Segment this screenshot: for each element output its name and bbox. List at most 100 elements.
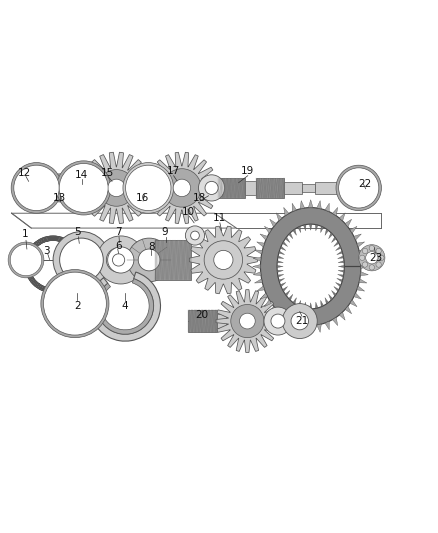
Circle shape: [60, 183, 69, 192]
Polygon shape: [345, 219, 352, 227]
Circle shape: [90, 286, 101, 297]
Polygon shape: [338, 270, 344, 272]
Circle shape: [291, 312, 308, 330]
Circle shape: [95, 172, 104, 181]
Polygon shape: [359, 279, 367, 283]
Polygon shape: [257, 242, 265, 247]
Circle shape: [369, 265, 374, 270]
Polygon shape: [309, 224, 312, 230]
Circle shape: [18, 252, 34, 268]
Circle shape: [38, 200, 46, 209]
Polygon shape: [325, 229, 328, 236]
Polygon shape: [325, 203, 329, 212]
Polygon shape: [216, 289, 279, 352]
Circle shape: [205, 181, 218, 195]
Polygon shape: [317, 200, 321, 209]
Circle shape: [138, 166, 147, 175]
Circle shape: [231, 304, 264, 338]
Circle shape: [106, 248, 131, 272]
Wedge shape: [97, 279, 153, 334]
Polygon shape: [315, 224, 318, 231]
Polygon shape: [146, 152, 218, 223]
Polygon shape: [283, 241, 288, 246]
Polygon shape: [284, 207, 289, 216]
Circle shape: [159, 194, 167, 203]
Circle shape: [98, 183, 107, 192]
Circle shape: [271, 314, 285, 328]
Bar: [285, 182, 302, 194]
Polygon shape: [260, 234, 268, 240]
Polygon shape: [354, 234, 361, 240]
Polygon shape: [280, 282, 286, 287]
Circle shape: [136, 176, 160, 200]
Circle shape: [8, 242, 44, 278]
Circle shape: [14, 165, 59, 211]
Polygon shape: [277, 265, 283, 268]
Polygon shape: [336, 282, 341, 287]
Circle shape: [32, 265, 38, 272]
Circle shape: [60, 238, 103, 282]
Circle shape: [23, 269, 29, 276]
Text: 2: 2: [74, 301, 81, 311]
Polygon shape: [277, 261, 283, 263]
Polygon shape: [270, 306, 276, 314]
Text: 17: 17: [166, 166, 180, 176]
Circle shape: [214, 251, 233, 270]
Polygon shape: [254, 250, 262, 254]
Text: 22: 22: [359, 180, 372, 189]
Circle shape: [58, 287, 92, 320]
Polygon shape: [279, 278, 285, 282]
Circle shape: [149, 166, 159, 175]
Polygon shape: [345, 306, 352, 314]
Polygon shape: [257, 286, 265, 291]
Circle shape: [69, 322, 81, 333]
Polygon shape: [328, 294, 333, 300]
Circle shape: [11, 244, 42, 276]
Polygon shape: [265, 227, 272, 233]
Circle shape: [350, 199, 358, 207]
Polygon shape: [332, 290, 336, 296]
Circle shape: [85, 165, 94, 174]
Circle shape: [49, 277, 101, 330]
Polygon shape: [321, 301, 324, 307]
Polygon shape: [280, 246, 286, 251]
Circle shape: [24, 176, 49, 200]
Polygon shape: [285, 237, 290, 243]
Circle shape: [376, 262, 381, 267]
Circle shape: [73, 165, 82, 174]
Circle shape: [93, 298, 105, 309]
Polygon shape: [315, 302, 318, 309]
Polygon shape: [325, 321, 329, 330]
Circle shape: [50, 183, 59, 192]
Circle shape: [26, 200, 35, 209]
Polygon shape: [304, 224, 306, 231]
Text: 1: 1: [21, 229, 28, 239]
Circle shape: [12, 164, 60, 212]
Text: 6: 6: [115, 240, 122, 251]
Circle shape: [113, 254, 125, 266]
Circle shape: [350, 169, 358, 177]
Polygon shape: [350, 300, 357, 306]
Circle shape: [342, 175, 350, 183]
Text: 18: 18: [193, 192, 206, 203]
Polygon shape: [277, 270, 283, 272]
Circle shape: [53, 181, 67, 195]
Text: 10: 10: [182, 207, 195, 217]
Circle shape: [49, 286, 60, 297]
Polygon shape: [332, 317, 338, 326]
Circle shape: [124, 164, 172, 212]
Circle shape: [362, 248, 367, 254]
Circle shape: [138, 200, 147, 209]
Polygon shape: [265, 300, 272, 306]
Circle shape: [336, 165, 381, 211]
Circle shape: [376, 248, 381, 254]
Circle shape: [46, 275, 103, 332]
Bar: [155, 240, 191, 280]
Polygon shape: [332, 237, 336, 243]
Circle shape: [59, 164, 108, 212]
Text: 21: 21: [295, 316, 309, 326]
Circle shape: [339, 168, 379, 208]
Polygon shape: [293, 297, 297, 304]
Circle shape: [71, 175, 97, 201]
Polygon shape: [338, 261, 344, 263]
